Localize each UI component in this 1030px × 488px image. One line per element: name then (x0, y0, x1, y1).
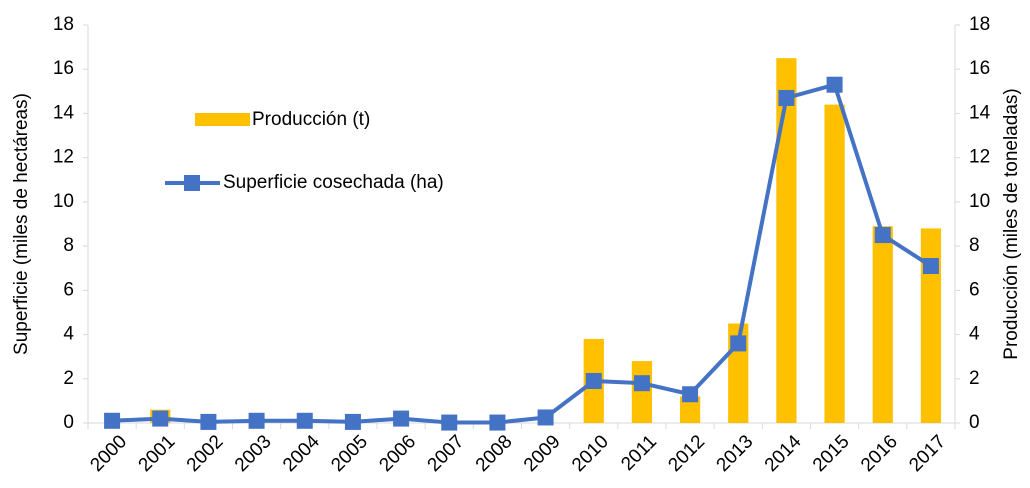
marker (296, 412, 313, 429)
marker (104, 412, 121, 429)
y2-tick-label: 6 (969, 279, 980, 300)
marker (730, 335, 747, 352)
y2-tick-label: 16 (969, 58, 990, 79)
x-tick-label: 2012 (664, 431, 709, 476)
marker (344, 413, 361, 430)
y-tick-label: 6 (63, 279, 74, 300)
y2-tick-label: 8 (969, 235, 980, 256)
y2-tick-label: 12 (969, 147, 990, 168)
y2-tick-label: 14 (969, 102, 991, 123)
marker (441, 414, 458, 431)
x-tick-label: 2008 (472, 431, 517, 476)
y2-tick-label: 2 (969, 368, 980, 389)
marker (489, 414, 506, 431)
y-tick-label: 16 (53, 58, 74, 79)
marker (874, 227, 891, 244)
y2-axis-label: Producción (miles de toneladas) (1001, 88, 1022, 359)
x-tick-label: 2006 (375, 431, 420, 476)
x-tick-label: 2016 (857, 431, 902, 476)
y2-tick-label: 0 (969, 412, 980, 433)
x-tick-label: 2009 (520, 431, 565, 476)
x-tick-label: 2013 (713, 431, 758, 476)
marker (778, 89, 795, 106)
legend-swatch (195, 113, 250, 126)
marker (922, 258, 939, 275)
y-tick-label: 8 (63, 235, 74, 256)
x-tick-label: 2003 (231, 431, 276, 476)
x-tick-label: 2005 (327, 431, 372, 476)
y-tick-label: 2 (63, 368, 74, 389)
x-tick-label: 2001 (135, 431, 180, 476)
marker (682, 386, 699, 403)
marker (537, 409, 554, 426)
bar (872, 226, 893, 423)
x-tick-label: 2011 (617, 431, 661, 475)
y-tick-label: 14 (53, 102, 75, 123)
y-tick-label: 4 (63, 324, 74, 345)
marker (393, 410, 410, 427)
bar (679, 396, 701, 423)
y-tick-label: 10 (53, 191, 74, 212)
bar (776, 58, 797, 424)
bar (920, 228, 942, 423)
x-tick-label: 2002 (183, 431, 228, 476)
x-tick-label: 2007 (424, 431, 469, 476)
bar (631, 361, 653, 423)
y-tick-label: 18 (53, 14, 74, 35)
x-tick-label: 2004 (279, 431, 324, 476)
x-tick-label: 2014 (761, 431, 806, 476)
marker (200, 413, 217, 430)
x-tick-label: 2015 (809, 431, 854, 476)
legend-label: Producción (t) (252, 109, 370, 130)
y-tick-label: 0 (63, 412, 74, 433)
legend-marker (184, 175, 200, 191)
marker (826, 76, 843, 93)
legend-label: Superficie cosechada (ha) (223, 172, 444, 193)
x-tick-label: 2010 (568, 431, 613, 476)
x-tick-label: 2017 (905, 431, 950, 476)
y-axis-label: Superficie (miles de hectáreas) (11, 93, 32, 355)
marker (152, 410, 169, 427)
marker (248, 412, 265, 429)
marker (585, 372, 602, 389)
x-tick-label: 2000 (86, 431, 131, 476)
bar (824, 104, 845, 423)
line (111, 82, 932, 425)
y2-tick-label: 18 (969, 14, 990, 35)
y2-tick-label: 10 (969, 191, 990, 212)
y2-tick-label: 4 (969, 324, 980, 345)
marker (633, 375, 650, 392)
y-tick-label: 12 (53, 147, 74, 168)
